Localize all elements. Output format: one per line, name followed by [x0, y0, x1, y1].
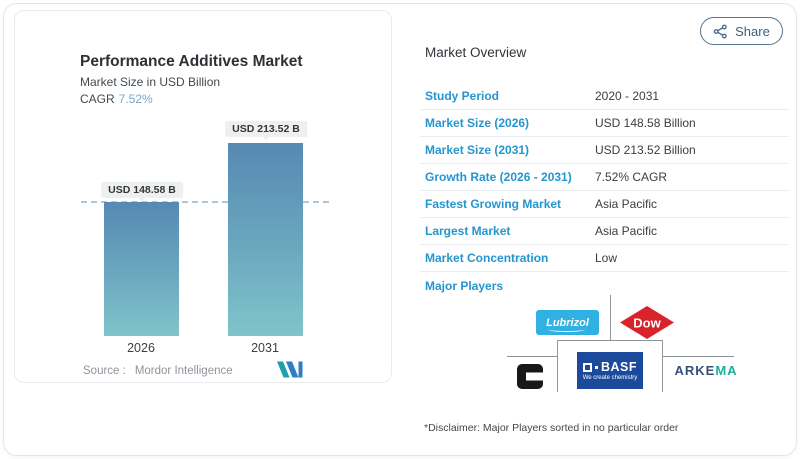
source-prefix: Source : — [83, 365, 126, 377]
overview-table: Study Period 2020 - 2031 Market Size (20… — [420, 83, 789, 299]
connector-stem — [610, 295, 611, 340]
cagr-value: 7.52% — [118, 92, 153, 106]
share-button[interactable]: Share — [700, 17, 783, 45]
connector-right — [663, 356, 734, 357]
reference-dashed-line — [81, 201, 329, 203]
overview-row-value: Asia Pacific — [595, 197, 658, 211]
overview-row-value: 7.52% CAGR — [595, 170, 668, 184]
arkema-logo-text-teal: MA — [715, 363, 738, 378]
chart-cagr-line: CAGR 7.52% — [80, 92, 153, 106]
basf-tagline: We create chemistry — [582, 375, 638, 381]
connector-left — [507, 356, 557, 357]
connector-center-box — [557, 340, 663, 392]
source-name: Mordor Intelligence — [134, 365, 233, 377]
basf-logo-text: BASF — [600, 360, 638, 374]
overview-row-label: Market Size (2031) — [425, 143, 530, 157]
overview-row-value: USD 148.58 Billion — [595, 116, 696, 130]
overview-row-label: Study Period — [425, 89, 500, 103]
overview-row-market-size-2026: Market Size (2026) USD 148.58 Billion — [420, 110, 789, 137]
overview-row-study-period: Study Period 2020 - 2031 — [420, 83, 789, 110]
arkema-logo: ARKEMA — [664, 363, 748, 378]
chart-subtitle: Market Size in USD Billion — [80, 75, 221, 89]
x-axis-label-2031: 2031 — [251, 341, 279, 355]
bar-2031 — [228, 143, 303, 336]
overview-heading: Market Overview — [425, 45, 527, 60]
arkema-logo-text-navy: ARKE — [674, 363, 716, 378]
bar-2026 — [104, 202, 179, 336]
overview-row-value: Asia Pacific — [595, 224, 658, 238]
overview-row-value: Low — [595, 251, 618, 265]
bar-value-label-2026: USD 148.58 B — [101, 182, 183, 198]
dow-logo: Dow — [620, 306, 674, 339]
basf-logo: BASF We create chemistry — [577, 352, 643, 389]
overview-row-growth-rate: Growth Rate (2026 - 2031) 7.52% CAGR — [420, 164, 789, 191]
basf-square-outline-icon — [582, 362, 592, 372]
lubrizol-logo-text: Lubrizol — [546, 316, 589, 332]
x-axis-label-2026: 2026 — [127, 341, 155, 355]
cagr-label: CAGR — [80, 92, 115, 106]
overview-row-value: 2020 - 2031 — [595, 89, 660, 103]
bar-value-label-2031: USD 213.52 B — [225, 121, 307, 137]
svg-text:Dow: Dow — [633, 316, 661, 331]
overview-row-label: Fastest Growing Market — [425, 197, 562, 211]
overview-row-label: Market Concentration — [425, 251, 549, 265]
overview-row-value: USD 213.52 Billion — [595, 143, 696, 157]
overview-row-label: Market Size (2026) — [425, 116, 530, 130]
overview-row-label: Largest Market — [425, 224, 511, 238]
overview-row-fastest-growing-market: Fastest Growing Market Asia Pacific — [420, 191, 789, 218]
overview-row-largest-market: Largest Market Asia Pacific — [420, 218, 789, 245]
overview-row-label: Growth Rate (2026 - 2031) — [425, 170, 572, 184]
lubrizol-logo: Lubrizol — [536, 310, 599, 335]
basf-square-dot-icon — [594, 365, 598, 369]
source-line: Source : Mordor Intelligence — [83, 365, 233, 377]
share-button-label: Share — [735, 23, 770, 39]
overview-row-major-players: Major Players — [420, 272, 789, 299]
overview-row-market-concentration: Market Concentration Low — [420, 245, 789, 272]
disclaimer-text: *Disclaimer: Major Players sorted in no … — [424, 422, 679, 434]
mordor-intelligence-logo — [277, 361, 303, 383]
chart-title: Performance Additives Market — [80, 53, 303, 70]
share-icon — [713, 24, 728, 39]
overview-row-market-size-2031: Market Size (2031) USD 213.52 Billion — [420, 137, 789, 164]
c-monogram-logo — [517, 364, 543, 389]
major-players-label: Major Players — [425, 278, 504, 293]
market-chart-card: Performance Additives Market Market Size… — [14, 10, 392, 383]
